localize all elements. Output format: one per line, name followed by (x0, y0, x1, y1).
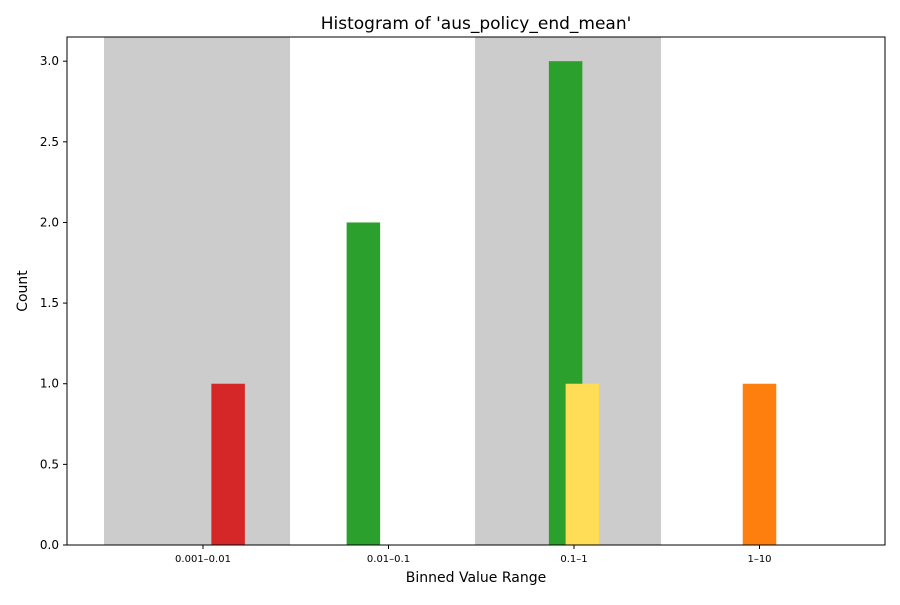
bar (742, 383, 777, 545)
y-tick-label: 1.0 (40, 377, 59, 391)
bar (346, 222, 381, 545)
y-tick-label: 2.5 (40, 135, 59, 149)
chart-title: Histogram of 'aus_policy_end_mean' (321, 14, 632, 34)
y-tick-label: 3.0 (40, 54, 59, 68)
x-ticks: 0.001–0.01 0.01–0.1 0.1–1 1–10 (175, 545, 772, 565)
y-ticks: 0.0 0.5 1.0 1.5 2.0 2.5 3.0 (40, 54, 67, 552)
x-axis-label: Binned Value Range (406, 570, 546, 586)
bars (211, 61, 777, 545)
y-tick-label: 0.0 (40, 538, 59, 552)
y-tick-label: 1.5 (40, 296, 59, 310)
shaded-band (104, 37, 290, 545)
y-tick-label: 0.5 (40, 457, 59, 471)
x-tick-label: 0.1–1 (560, 554, 587, 565)
y-axis-label: Count (15, 270, 31, 312)
x-tick-label: 0.001–0.01 (175, 554, 231, 565)
y-tick-label: 2.0 (40, 215, 59, 229)
bar (565, 383, 600, 545)
plot-frame (66, 36, 886, 546)
bar (211, 383, 245, 545)
x-tick-label: 0.01–0.1 (367, 554, 410, 565)
x-tick-label: 1–10 (747, 554, 771, 565)
